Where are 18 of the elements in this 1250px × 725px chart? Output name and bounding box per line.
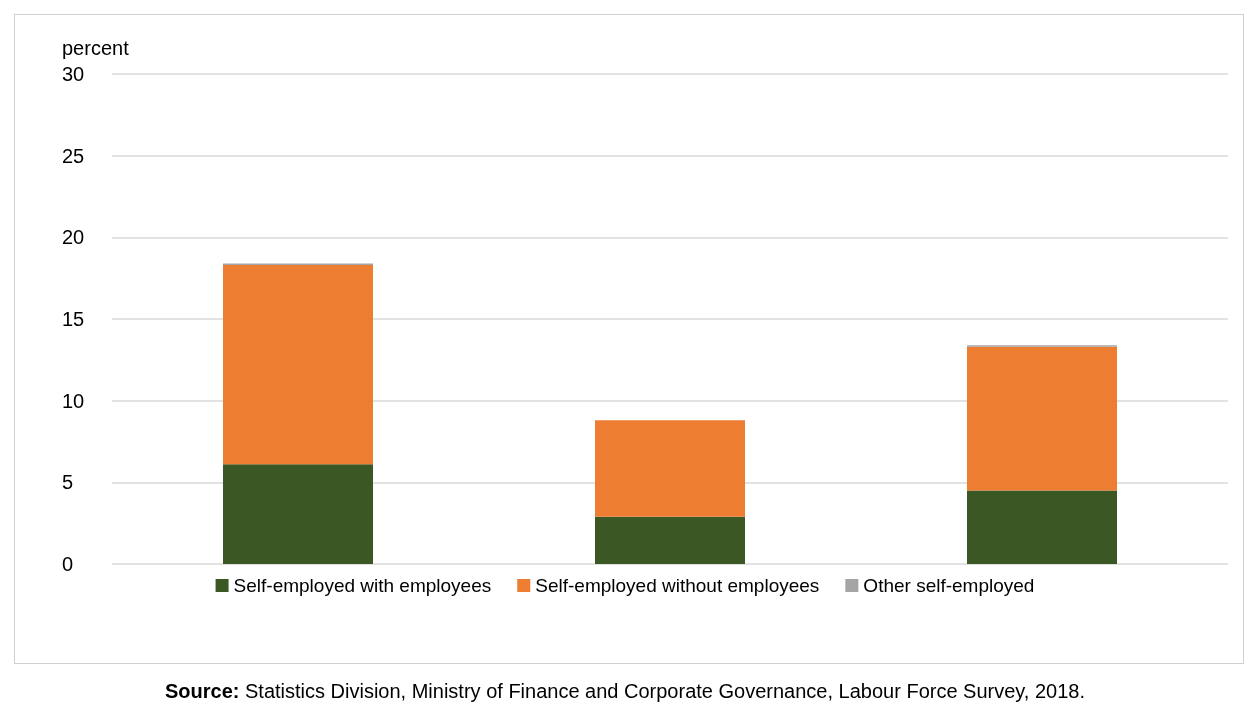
y-tick-label: 30 [62,63,85,85]
y-tick-label: 5 [62,471,74,494]
legend-label: Self-employed without employees [535,575,820,596]
y-axis-title: percent [62,37,130,59]
bar [223,265,373,465]
y-tick-label: 10 [62,389,85,412]
bar [223,464,373,564]
y-tick-label: 20 [62,226,85,249]
bar [967,346,1117,491]
bar [595,516,745,564]
legend-label: Other self-employed [863,575,1035,596]
y-tick-label: 15 [62,308,85,330]
legend-label: Self-employed with employees [233,575,492,596]
bar [967,490,1117,564]
y-tick-label: 0 [62,553,74,575]
bar [595,420,745,517]
y-tick-label: 25 [62,144,85,167]
source-note: Source: Statistics Division, Ministry of Finance and Corporate Governance, Labour Force Survey, 2018. [163,680,1086,703]
